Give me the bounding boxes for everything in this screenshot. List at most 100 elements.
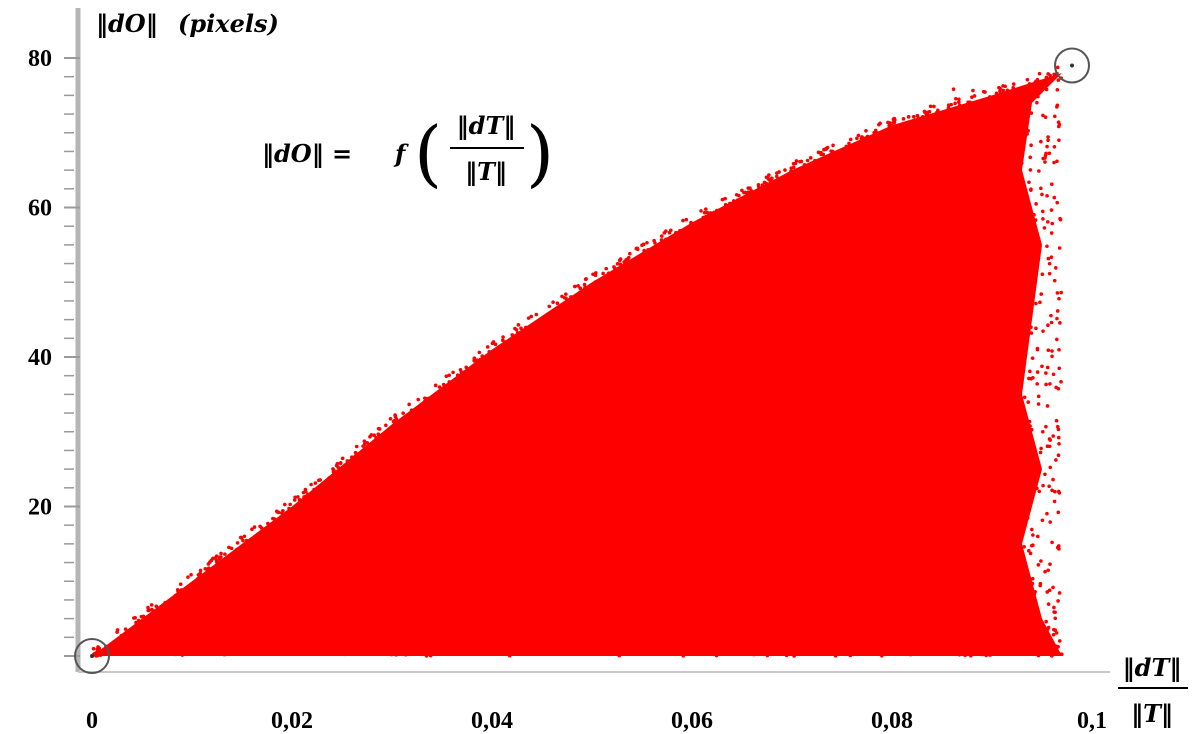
scatter-point [978,388,983,392]
scatter-point [1030,233,1034,237]
scatter-point [172,644,177,648]
scatter-point [976,512,981,517]
scatter-point [976,474,980,479]
scatter-point [1052,605,1056,610]
scatter-point [745,191,749,195]
x-tick-label: 0 [86,708,98,734]
scatter-point [901,117,906,121]
scatter-point [970,478,975,482]
scatter-point [955,650,959,655]
scatter-point [635,260,640,264]
scatter-point [423,644,427,649]
scatter-point [1033,608,1037,612]
scatter-point [1035,347,1040,352]
scatter-point [1034,326,1038,331]
scatter-point [242,534,247,539]
scatter-point [279,511,284,515]
axes [64,8,1110,673]
scatter-point [183,586,188,591]
scatter-point [142,650,146,654]
scatter-point [978,225,983,229]
x-axis-title-denominator: ‖T‖ [1131,699,1173,728]
scatter-point [591,272,595,277]
scatter-point [367,444,372,448]
scatter-point [742,190,746,195]
scatter-point [1045,404,1050,408]
scatter-point [968,100,972,105]
scatter-point [977,298,981,303]
scatter-point [908,652,913,657]
scatter-point [984,432,989,436]
scatter-point [856,643,861,647]
scatter-point [255,651,259,655]
scatter-point [1055,65,1060,70]
scatter-point [503,340,507,344]
scatter-point [362,449,367,453]
x-axis-title: ‖dT‖ ‖T‖ [1118,653,1188,728]
scatter-point [1002,607,1007,611]
x-tick-label: 0,02 [271,708,313,734]
scatter-point [1025,77,1030,82]
scatter-point [847,141,851,146]
scatter-point [1036,534,1040,539]
scatter-point [679,234,684,238]
scatter-point [986,482,991,487]
scatter-point [1007,502,1012,507]
scatter-point [1008,510,1013,514]
scatter-point [998,389,1003,394]
scatter-point [156,612,160,616]
scatter-point [389,646,393,650]
scatter-point [831,143,835,148]
scatter-point [765,653,770,658]
scatter-point [977,182,981,187]
scatter-point [231,651,235,656]
scatter-point [1027,481,1031,485]
scatter-point [1012,468,1017,472]
scatter-point [819,152,823,157]
scatter-point [1002,208,1006,212]
scatter-point [1003,105,1008,110]
scatter-point [1032,601,1036,606]
scatter-point [683,651,688,656]
scatter-point [1007,402,1011,406]
scatter-point [369,433,374,437]
scatter-point [513,336,518,340]
scatter-point [708,211,713,215]
scatter-point [977,649,982,654]
scatter-point [1055,545,1060,550]
scatter-point [864,128,868,133]
scatter-point [223,552,227,556]
scatter-point [972,452,977,456]
scatter-point [1037,169,1041,173]
scatter-point [799,159,804,164]
scatter-point [1038,300,1042,305]
scatter-point [137,623,142,628]
scatter-point [296,495,300,499]
scatter-point [992,415,997,419]
scatter-point [1027,593,1032,597]
scatter-point [146,643,151,648]
scatter-point [407,402,411,407]
scatter-point [490,341,495,346]
scatter-point [705,210,710,215]
scatter-point [664,237,668,242]
scatter-point [472,358,476,363]
scatter-point [336,465,340,470]
scatter-point [1054,385,1058,390]
x-tick-labels: 0 0,02 0,04 0,06 0,08 0,1 [86,708,1107,734]
scatter-point [1034,301,1038,306]
scatter-point [688,652,693,657]
scatter-point [377,435,382,440]
scatter-point [768,183,773,187]
scatter-point [1007,268,1011,272]
scatter-point [451,370,455,375]
scatter-point [292,498,297,502]
scatter-point [350,643,355,648]
formula-numerator: ‖dT‖ [457,111,516,140]
scatter-point [611,272,615,277]
scatter-point [1001,603,1005,608]
scatter-point [599,278,604,283]
scatter-point [432,648,437,652]
scatter-point [488,647,493,651]
scatter-point [1020,353,1025,357]
